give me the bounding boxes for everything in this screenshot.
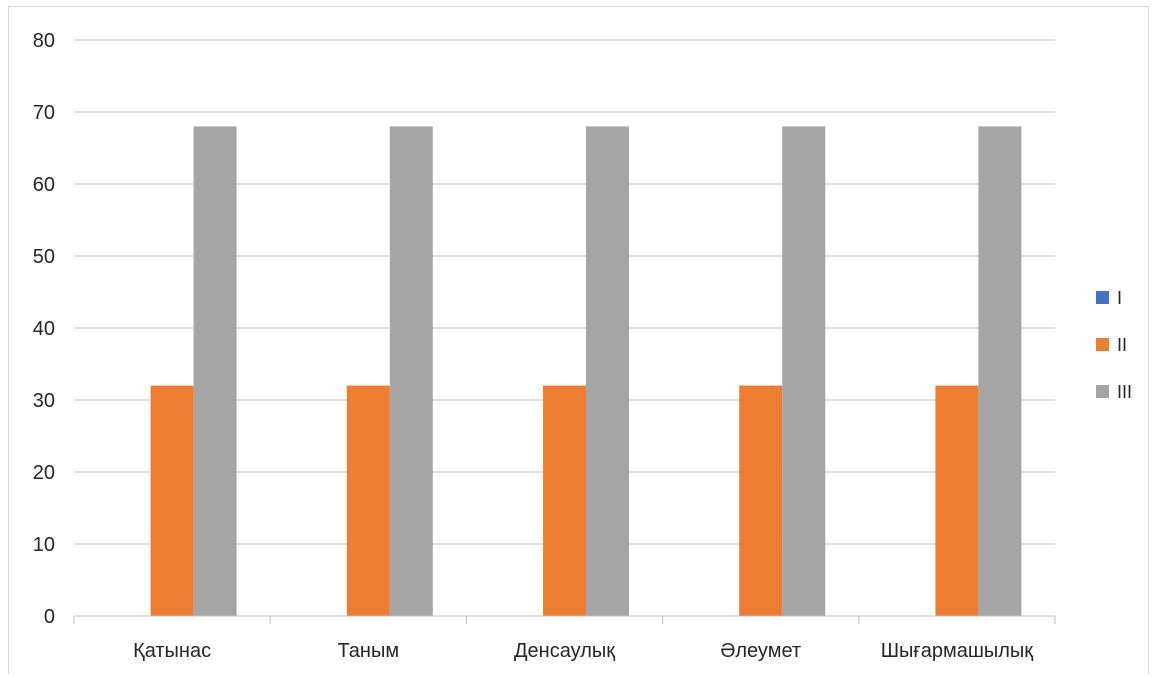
bar-II-1 <box>346 385 390 616</box>
legend-swatch-III <box>1096 385 1109 398</box>
x-tick-label: Қатынас <box>133 640 211 662</box>
legend-swatch-II <box>1096 338 1109 351</box>
y-axis-tick-labels: 0 10 20 30 40 50 60 70 80 <box>33 30 55 628</box>
chart-frame <box>8 6 1149 674</box>
legend-label-III: III <box>1117 382 1132 402</box>
bar-II-2 <box>543 385 586 616</box>
bar-III-0 <box>193 126 237 617</box>
y-tick-label: 50 <box>33 246 55 268</box>
legend-swatch-I <box>1096 291 1109 304</box>
legend-label-II: II <box>1117 335 1127 355</box>
bar-II-4 <box>935 385 979 616</box>
gridlines <box>74 39 1055 545</box>
x-tick-label: Әлеумет <box>720 640 801 662</box>
x-tick-label: Таным <box>337 640 399 662</box>
y-tick-label: 10 <box>33 534 55 556</box>
bar-III-4 <box>978 126 1022 617</box>
bar-III-1 <box>389 126 433 617</box>
y-tick-label: 30 <box>33 390 55 412</box>
bar-II-3 <box>739 385 783 616</box>
bars <box>150 126 1022 617</box>
y-tick-label: 70 <box>33 102 55 124</box>
x-tick-label: Шығармашылық <box>881 640 1034 662</box>
x-tick-label: Денсаулық <box>514 640 615 662</box>
bar-II-0 <box>150 385 194 616</box>
bar-III-2 <box>586 126 629 617</box>
y-tick-label: 60 <box>33 174 55 196</box>
y-tick-label: 20 <box>33 462 55 484</box>
bar-III-3 <box>782 126 826 617</box>
y-tick-label: 40 <box>33 318 55 340</box>
legend-label-I: I <box>1117 288 1122 308</box>
y-tick-label: 80 <box>33 30 55 52</box>
y-tick-label: 0 <box>44 606 55 628</box>
x-axis <box>73 615 1056 624</box>
x-axis-tick-labels: Қатынас Таным Денсаулық Әлеумет Шығармашылық <box>133 640 1033 662</box>
